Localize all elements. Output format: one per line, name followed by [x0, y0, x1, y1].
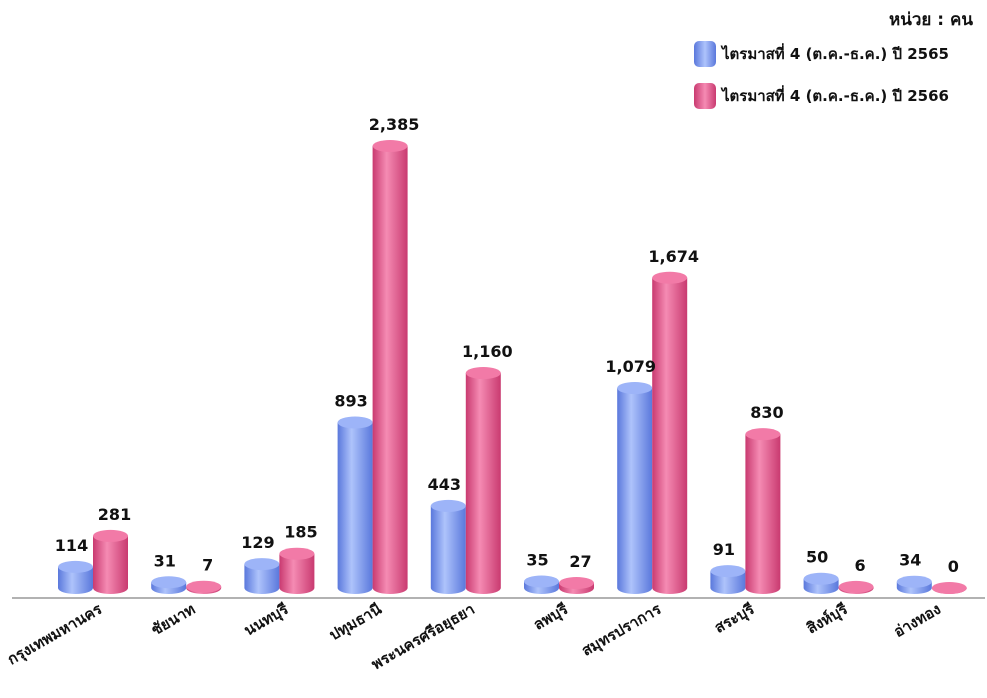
- value-label-2566-9: 0: [948, 557, 959, 576]
- category-label-7: สระบุรี: [711, 599, 758, 637]
- legend-swatch-2566: [694, 83, 716, 109]
- value-label-2565-4: 443: [428, 475, 461, 494]
- value-label-2566-4: 1,160: [462, 342, 513, 361]
- category-label-6: สมุทรปราการ: [579, 599, 666, 660]
- value-label-2565-7: 91: [713, 540, 735, 559]
- unit-label: หน่วย : คน: [889, 10, 973, 30]
- legend-swatch-2565: [694, 41, 716, 67]
- bar-2566-5: [559, 576, 594, 594]
- legend-item-2566: ไตรมาสที่ 4 (ต.ค.-ธ.ค.) ปี 2566: [694, 82, 949, 110]
- bar-2566-9: [931, 582, 967, 594]
- bar-2565-3: [337, 416, 373, 594]
- bar-2565-8: [803, 572, 839, 594]
- category-label-3: ปทุมธานี: [326, 600, 386, 645]
- value-label-2566-0: 281: [98, 505, 131, 524]
- value-label-2566-6: 1,674: [648, 247, 699, 266]
- value-label-2565-5: 35: [526, 551, 548, 570]
- value-label-2565-6: 1,079: [605, 357, 656, 376]
- bar-2565-7: [710, 565, 746, 594]
- category-label-4: พระนครศรีอยุธยา: [368, 600, 478, 675]
- category-label-2: นนทบุรี: [241, 599, 293, 640]
- value-label-2565-1: 31: [154, 551, 176, 570]
- legend-label-2566: ไตรมาสที่ 4 (ต.ค.-ธ.ค.) ปี 2566: [722, 87, 949, 105]
- bar-2566-7: [745, 428, 781, 594]
- value-label-2566-5: 27: [569, 552, 591, 571]
- bar-2566-1: [186, 580, 222, 594]
- category-label-8: สิงห์บุรี: [804, 599, 852, 638]
- bar-2566-6: [652, 271, 688, 594]
- bar-2566-8: [838, 580, 874, 594]
- bar-2566-0: [93, 529, 128, 594]
- category-label-0: กรุงเทพมหานคร: [4, 599, 106, 669]
- bar-2566-4: [465, 367, 501, 594]
- value-label-2565-0: 114: [55, 536, 88, 555]
- bar-2565-2: [244, 558, 280, 594]
- value-label-2565-9: 34: [899, 551, 921, 570]
- value-label-2566-3: 2,385: [369, 115, 420, 134]
- category-label-9: อ่างทอง: [891, 600, 944, 641]
- value-label-2566-8: 6: [855, 556, 866, 575]
- value-label-2566-1: 7: [202, 556, 213, 575]
- legend-item-2565: ไตรมาสที่ 4 (ต.ค.-ธ.ค.) ปี 2565: [694, 40, 949, 68]
- bar-2565-5: [524, 575, 559, 594]
- value-label-2566-7: 830: [750, 403, 783, 422]
- bar-2565-0: [58, 560, 93, 594]
- bar-2565-4: [430, 499, 466, 594]
- bar-2565-1: [151, 576, 187, 594]
- legend: ไตรมาสที่ 4 (ต.ค.-ธ.ค.) ปี 2565 ไตรมาสที…: [694, 40, 949, 124]
- value-label-2565-2: 129: [241, 533, 274, 552]
- legend-label-2565: ไตรมาสที่ 4 (ต.ค.-ธ.ค.) ปี 2565: [722, 45, 949, 63]
- category-label-1: ชัยนาท: [148, 600, 198, 639]
- value-label-2566-2: 185: [284, 523, 317, 542]
- category-label-5: ลพบุรี: [530, 599, 572, 634]
- bar-2566-2: [279, 547, 315, 594]
- bar-2566-3: [372, 140, 408, 594]
- value-label-2565-8: 50: [806, 548, 828, 567]
- bar-2565-6: [617, 382, 653, 594]
- bar-2565-9: [896, 575, 932, 594]
- value-label-2565-3: 893: [334, 392, 367, 411]
